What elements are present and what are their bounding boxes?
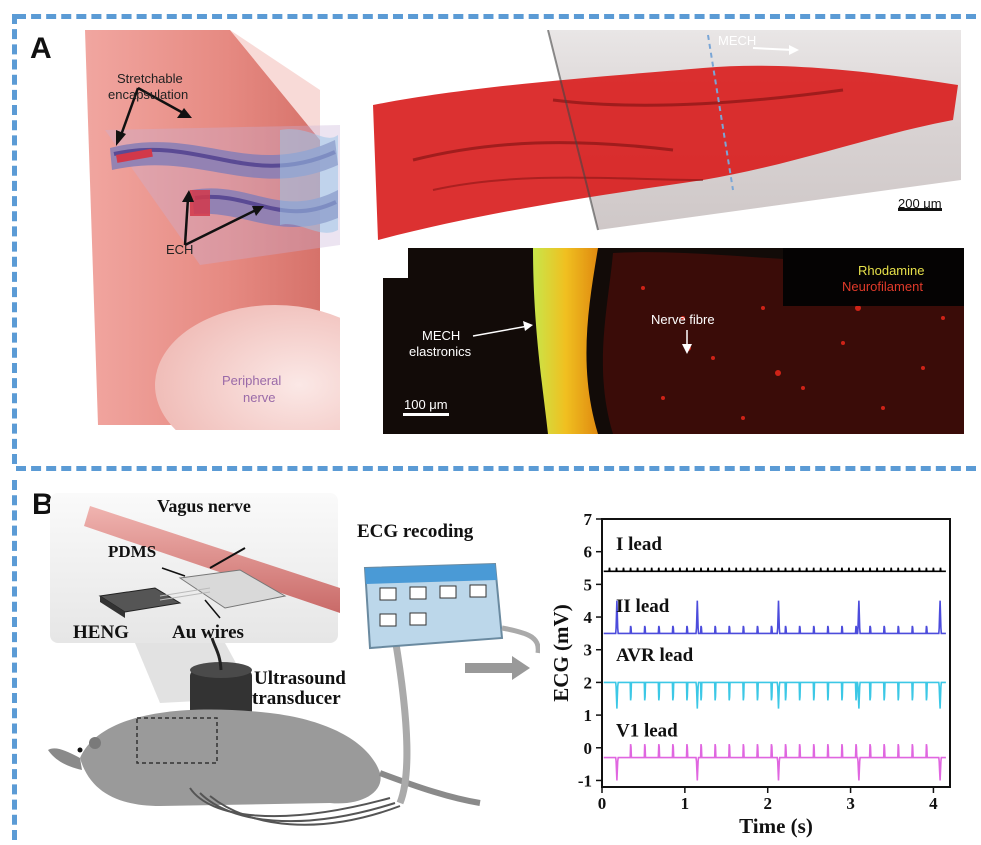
nerve-fibre-label: Nerve fibre <box>651 312 715 327</box>
nerve-label-line2: nerve <box>243 390 276 405</box>
left-divider-top <box>12 14 17 464</box>
series-line-3 <box>603 743 946 781</box>
mech-label-top: MECH <box>718 33 757 48</box>
label-vagus-nerve: Vagus nerve <box>157 496 251 516</box>
y-tick-label: 1 <box>584 706 593 725</box>
y-tick-label: 7 <box>584 510 593 529</box>
setup-illustration <box>48 493 540 826</box>
series-label-3: V1 lead <box>616 720 678 741</box>
encapsulation-label-line1: Stretchable <box>117 71 183 86</box>
x-tick-label: 0 <box>598 794 607 813</box>
y-tick-label: 2 <box>584 673 593 692</box>
micrograph-bottom <box>383 248 964 434</box>
label-heng: HENG <box>73 622 129 643</box>
label-au-wires: Au wires <box>172 622 244 643</box>
label-ultrasound-line2: transducer <box>252 688 341 709</box>
ech-label: ECH <box>166 242 194 257</box>
series-label-2: AVR lead <box>616 645 694 666</box>
middle-divider <box>16 466 976 471</box>
micrograph-top <box>373 30 961 242</box>
label-ecg-recording: ECG recoding <box>357 521 474 542</box>
y-tick-label: 4 <box>584 608 593 627</box>
nerve-label-line1: Peripheral <box>222 373 282 388</box>
scalebar-100: 100 μm <box>404 397 448 412</box>
series-label-0: I lead <box>616 534 662 555</box>
series-label-1: II lead <box>616 596 670 617</box>
label-ultrasound-line1: Ultrasound <box>254 668 346 689</box>
nerve-schematic <box>85 30 340 430</box>
y-tick-label: -1 <box>578 771 592 790</box>
y-tick-label: 3 <box>584 641 593 660</box>
x-tick-label: 4 <box>929 794 938 813</box>
legend-rhodamine: Rhodamine <box>858 263 925 278</box>
label-pdms: PDMS <box>108 542 157 561</box>
panel-b-letter: B <box>32 488 54 521</box>
legend-neurofilament: Neurofilament <box>842 279 923 294</box>
x-tick-label: 3 <box>846 794 855 813</box>
scalebar-200: 200 μm <box>898 196 942 211</box>
plot-frame <box>601 518 951 788</box>
left-divider-bottom <box>12 480 17 840</box>
mech-label-bottom-line1: MECH <box>422 328 461 343</box>
series-line-1 <box>603 600 946 635</box>
series-line-0 <box>603 567 946 573</box>
x-tick-label: 1 <box>681 794 690 813</box>
x-axis-label: Time (s) <box>739 814 813 838</box>
x-tick-label: 2 <box>763 794 772 813</box>
y-axis-label: ECG (mV) <box>550 604 573 701</box>
encapsulation-label-line2: encapsulation <box>108 87 189 102</box>
ecg-chart: -1 0 1 2 3 4 5 6 7 0 1 2 3 4 Time (s) ECG (mV) I lead II … <box>550 510 951 838</box>
mech-label-bottom-line2: elastronics <box>409 344 472 359</box>
panel-a-letter: A <box>30 32 52 65</box>
top-divider <box>16 14 976 19</box>
y-tick-label: 5 <box>584 575 593 594</box>
y-tick-label: 0 <box>584 739 593 758</box>
y-tick-label: 6 <box>584 543 593 562</box>
series-line-2 <box>603 681 946 709</box>
